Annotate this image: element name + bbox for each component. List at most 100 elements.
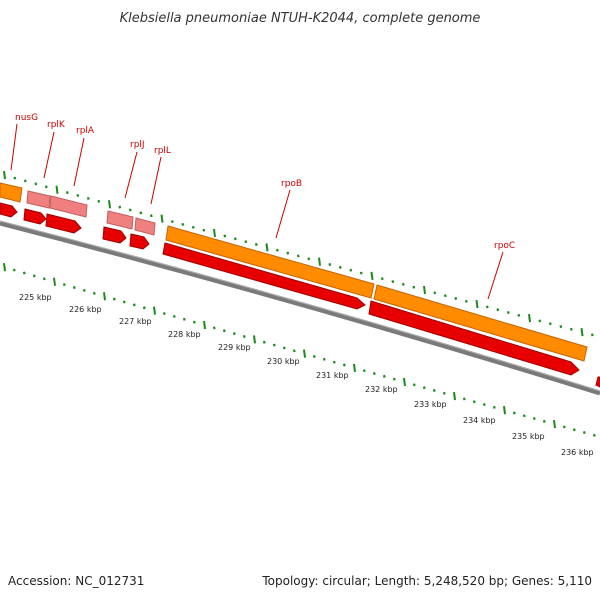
scale-track-minor-tick: [72, 286, 76, 289]
scale-label-232: 232 kbp: [365, 385, 398, 394]
leader-rplK: [43, 131, 55, 179]
upper-track-minor-tick: [338, 265, 342, 269]
upper-track-major-tick: [213, 228, 216, 238]
upper-track-minor-tick: [170, 220, 174, 224]
gene-bar-rpoC[interactable]: [373, 284, 588, 362]
scale-track-major-tick: [53, 277, 56, 286]
gene-bar-rplJ[interactable]: [106, 210, 134, 230]
upper-track-minor-tick: [485, 305, 489, 309]
scale-track-minor-tick: [262, 340, 266, 344]
cds-arrow-rplL[interactable]: [129, 233, 150, 250]
scale-track-minor-tick: [312, 355, 316, 358]
upper-track-minor-tick: [86, 196, 90, 200]
scale-track-minor-tick: [392, 377, 396, 381]
scale-track-minor-tick: [282, 346, 286, 350]
scale-label-229: 229 kbp: [218, 343, 251, 352]
scale-track-minor-tick: [192, 320, 196, 324]
upper-track-minor-tick: [191, 225, 195, 229]
scale-track-minor-tick: [492, 405, 496, 409]
upper-track-minor-tick: [590, 333, 594, 337]
scale-track-minor-tick: [112, 297, 116, 301]
scale-track-minor-tick: [42, 277, 46, 281]
scale-track-minor-tick: [322, 357, 326, 361]
cds-arrow-rpoB[interactable]: [162, 242, 366, 310]
cds-arrow-rplA[interactable]: [45, 213, 82, 234]
gene-label-rplJ: rplJ: [130, 140, 145, 150]
leader-rpoB: [275, 189, 291, 239]
gene-bar-rplA[interactable]: [49, 195, 88, 218]
scale-tick-track: [3, 263, 596, 437]
scale-track-major-tick: [3, 263, 6, 272]
upper-track-major-tick: [265, 243, 269, 252]
scale-track-major-tick: [203, 320, 206, 330]
scale-labels: 225 kbp 226 kbp 227 kbp 228 kbp 229 kbp …: [19, 293, 594, 457]
upper-track-minor-tick: [496, 308, 500, 312]
upper-track-minor-tick: [97, 199, 101, 203]
scale-track-minor-tick: [82, 288, 86, 292]
upper-track-major-tick: [318, 257, 321, 266]
scale-track-minor-tick: [272, 343, 276, 347]
scale-track-minor-tick: [122, 300, 126, 304]
upper-track-major-tick: [108, 200, 111, 209]
upper-track-minor-tick: [359, 271, 363, 275]
scale-track-minor-tick: [232, 332, 236, 336]
cds-arrow-rplJ[interactable]: [102, 226, 127, 244]
upper-track-minor-tick: [443, 294, 447, 298]
scale-track-minor-tick: [372, 372, 376, 375]
leader-rplA: [73, 137, 85, 187]
upper-track-minor-tick: [349, 268, 353, 272]
scale-track-major-tick: [403, 377, 406, 387]
scale-track-minor-tick: [172, 314, 176, 318]
cds-arrow-rplK[interactable]: [23, 208, 47, 225]
gene-leader-lines: [10, 123, 504, 300]
scale-label-225: 225 kbp: [19, 293, 52, 302]
upper-track-minor-tick: [307, 257, 311, 261]
upper-track-minor-tick: [118, 205, 122, 209]
cds-arrow-next[interactable]: [595, 376, 600, 388]
upper-track-minor-tick: [202, 228, 206, 232]
scale-label-227: 227 kbp: [119, 317, 152, 326]
scale-label-235: 235 kbp: [512, 432, 545, 441]
scale-track-minor-tick: [242, 335, 246, 338]
gene-bar-nusG-region[interactable]: [0, 182, 23, 203]
upper-track-minor-tick: [76, 194, 80, 197]
cds-arrow-nusG[interactable]: [0, 202, 18, 218]
upper-track-minor-tick: [13, 176, 17, 180]
scale-label-233: 233 kbp: [414, 400, 447, 409]
scale-track-minor-tick: [422, 386, 426, 390]
upper-track-minor-tick: [391, 280, 395, 284]
gene-bar-rplK[interactable]: [26, 190, 51, 209]
upper-track-minor-tick: [34, 182, 38, 186]
upper-track-minor-tick: [559, 325, 563, 328]
cds-arrow-track: [0, 202, 600, 388]
upper-track-major-tick: [370, 271, 374, 280]
scale-track-minor-tick: [412, 383, 416, 387]
upper-track-minor-tick: [296, 254, 300, 258]
gene-label-nusG: nusG: [15, 113, 38, 123]
scale-track-minor-tick: [12, 268, 16, 272]
scale-track-major-tick: [303, 349, 306, 358]
upper-track-minor-tick: [380, 277, 384, 281]
upper-track-minor-tick: [454, 297, 458, 300]
scale-track-minor-tick: [592, 433, 596, 437]
upper-track-minor-tick: [181, 222, 185, 226]
scale-track-minor-tick: [132, 303, 136, 307]
scale-track-major-tick: [453, 392, 456, 401]
upper-track-minor-tick: [506, 311, 510, 314]
upper-track-minor-tick: [139, 211, 143, 215]
gene-bar-rpoB[interactable]: [165, 225, 375, 299]
scale-label-228: 228 kbp: [168, 330, 201, 339]
scale-track-minor-tick: [482, 403, 486, 407]
scale-track-major-tick: [153, 306, 156, 315]
upper-track-major-tick: [528, 314, 531, 323]
gene-bar-rplL[interactable]: [134, 217, 156, 236]
upper-track-major-tick: [423, 285, 426, 295]
leader-rpoC: [487, 251, 504, 300]
upper-track-minor-tick: [233, 237, 237, 241]
upper-track-minor-tick: [412, 285, 416, 289]
scale-track-minor-tick: [522, 414, 526, 418]
cds-arrow-rpoC[interactable]: [368, 300, 580, 376]
upper-track-minor-tick: [548, 322, 552, 326]
upper-track-minor-tick: [23, 179, 27, 183]
scale-track-minor-tick: [332, 360, 336, 364]
